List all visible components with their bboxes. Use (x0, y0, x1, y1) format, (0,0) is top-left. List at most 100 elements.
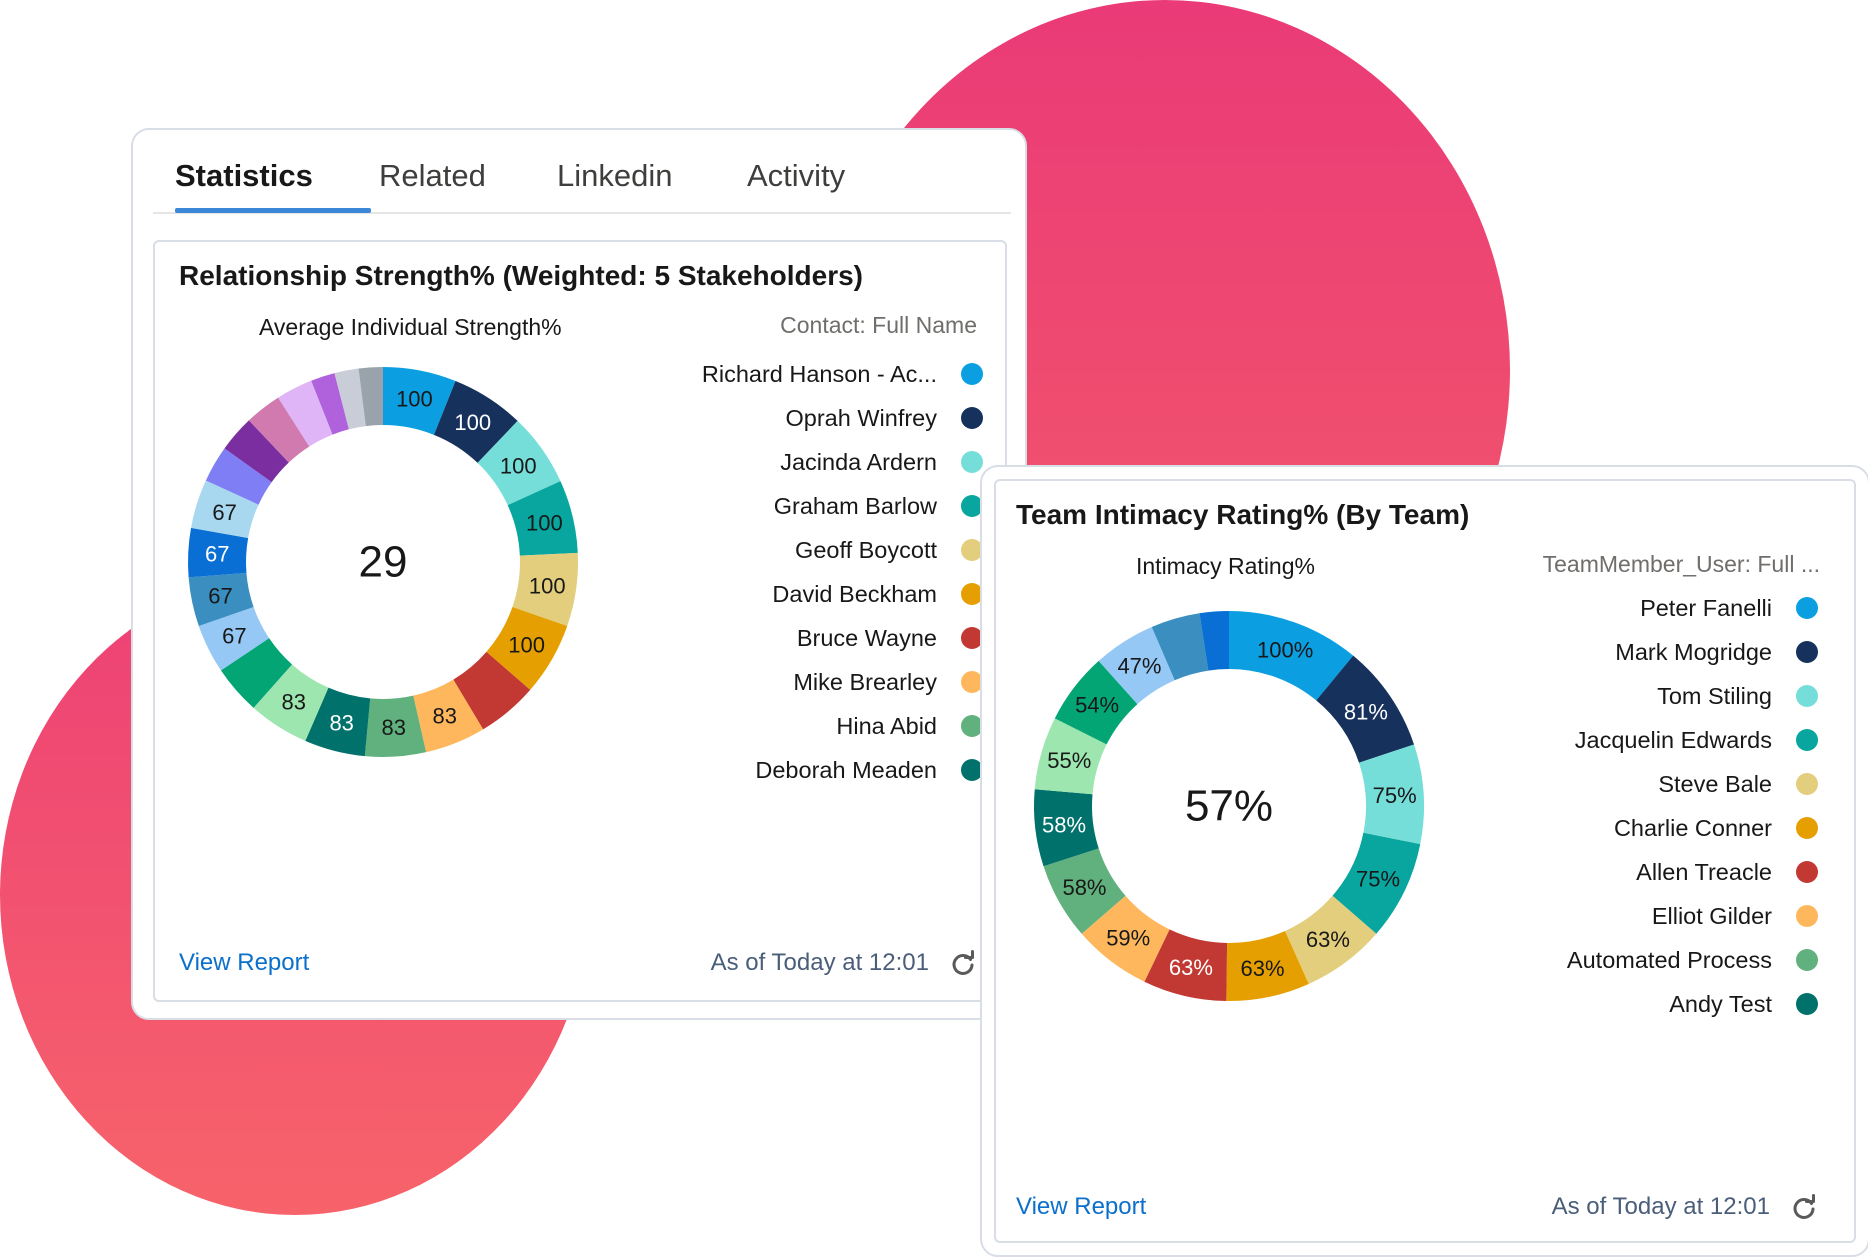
donut-segment[interactable] (311, 373, 349, 435)
segment-label: 83 (281, 689, 305, 714)
donut-segment[interactable] (358, 367, 383, 427)
legend-item[interactable]: Peter Fanelli (1640, 586, 1824, 630)
legend-color-dot (1796, 685, 1818, 707)
donut-segment[interactable] (1034, 718, 1107, 795)
donut-segment[interactable] (1332, 832, 1421, 934)
segment-label: 83 (432, 704, 456, 729)
donut-segment[interactable] (1226, 931, 1309, 1001)
donut-segment[interactable] (188, 572, 254, 626)
legend-item[interactable]: Graham Barlow (774, 484, 989, 528)
donut-segment[interactable] (1144, 929, 1228, 1001)
legend-item[interactable]: Allen Treacle (1636, 850, 1824, 894)
donut-segment[interactable] (1034, 789, 1099, 867)
legend-label: Graham Barlow (773, 492, 937, 519)
legend-color-dot (1796, 861, 1818, 883)
donut-segment[interactable] (191, 480, 259, 538)
legend-item[interactable]: Mark Mogridge (1615, 630, 1824, 674)
legend-color-dot (1796, 817, 1818, 839)
legend-item[interactable]: Jacquelin Edwards (1575, 718, 1824, 762)
donut-segment[interactable] (305, 687, 371, 757)
view-report-link[interactable]: View Report (179, 949, 310, 976)
legend-item[interactable]: Bruce Wayne (797, 616, 989, 660)
donut-segment[interactable] (220, 638, 293, 708)
legend-item[interactable]: Tom Stiling (1657, 674, 1824, 718)
legend-color-dot (961, 583, 983, 605)
donut-segment[interactable] (453, 651, 531, 730)
active-tab-indicator (175, 208, 371, 213)
donut-segment[interactable] (364, 695, 427, 757)
donut-segment[interactable] (334, 368, 366, 430)
donut-segment[interactable] (205, 448, 272, 505)
legend-item[interactable]: Phillip Blue (1656, 1026, 1824, 1037)
donut-segment[interactable] (1151, 613, 1209, 681)
legend-color-dot (961, 539, 983, 561)
donut-segment[interactable] (188, 527, 249, 578)
legend-label: Allen Treacle (1636, 858, 1772, 885)
segment-label: 54% (1075, 693, 1119, 718)
donut-segment[interactable] (507, 481, 578, 556)
donut-segment[interactable] (383, 367, 456, 435)
legend-item[interactable]: Automated Process (1567, 938, 1824, 982)
legend-item[interactable]: Oprah Winfrey (786, 396, 990, 440)
legend-label: Jacquelin Edwards (1574, 726, 1772, 753)
legend-color-dot (961, 451, 983, 473)
legend-item[interactable]: Mike Brearley (793, 660, 989, 704)
legend-item[interactable]: Hina Abid (836, 704, 989, 748)
chart-title: Average Individual Strength% (259, 314, 562, 340)
tab-related[interactable]: Related (379, 158, 486, 210)
donut-segment[interactable] (1229, 611, 1354, 701)
tab-activity[interactable]: Activity (747, 158, 845, 210)
donut-segment[interactable] (253, 664, 329, 741)
donut-segment[interactable] (1285, 895, 1377, 984)
team-intimacy-card: Team Intimacy Rating% (By Team) Intimacy… (980, 465, 1868, 1257)
tab-statistics[interactable]: Statistics (175, 158, 371, 213)
segment-label: 100 (508, 633, 545, 658)
legend: Peter Fanelli Mark Mogridge Tom Stiling Jac… (1404, 586, 1824, 1036)
segment-label: 67 (208, 584, 232, 609)
donut-segment[interactable] (1316, 655, 1415, 763)
legend-label: Andy Test (1669, 990, 1772, 1017)
refresh-icon[interactable] (949, 950, 977, 978)
donut-segment[interactable] (1098, 626, 1175, 705)
legend-color-dot (1796, 597, 1818, 619)
legend-item[interactable]: Elliot Gilder (1652, 894, 1824, 938)
widget-title: Relationship Strength% (Weighted: 5 Stak… (179, 260, 864, 291)
donut-segment[interactable] (278, 380, 333, 447)
legend-item[interactable]: David Beckham (772, 572, 989, 616)
legend-item[interactable]: Jacinda Ardern (780, 440, 989, 484)
legend-item[interactable]: Richard Hanson - Ac... (702, 352, 989, 396)
donut-segment[interactable] (413, 679, 484, 753)
donut-chart[interactable]: 100%81%75%75%63%63%63%59%58%58%55%54%47%… (1014, 591, 1444, 1021)
donut-chart[interactable]: 100 100 100 100 100 100 83 83 83 83 67 67 67 67 29 (183, 362, 583, 762)
donut-segment[interactable] (1081, 895, 1170, 982)
donut-segment[interactable] (248, 397, 310, 463)
donut-segment[interactable] (1358, 744, 1424, 845)
segment-label: 47% (1117, 654, 1161, 679)
donut-segment[interactable] (433, 380, 518, 463)
legend-item[interactable]: Ben Cohen (819, 792, 989, 803)
legend-label: Mark Mogridge (1615, 638, 1772, 665)
donut-segment[interactable] (1199, 611, 1229, 671)
donut-segment[interactable] (486, 606, 568, 690)
view-report-link[interactable]: View Report (1016, 1193, 1147, 1220)
legend-title: TeamMember_User: Full ... (1542, 551, 1820, 577)
tab-linkedin[interactable]: Linkedin (557, 158, 672, 210)
team-intimacy-widget: Team Intimacy Rating% (By Team) Intimacy… (994, 479, 1856, 1243)
donut-segment[interactable] (198, 606, 270, 671)
donut-segment[interactable] (1054, 660, 1138, 745)
donut-segment[interactable] (1043, 848, 1126, 934)
legend-item[interactable]: Andy Test (1669, 982, 1824, 1026)
legend-item[interactable]: Charlie Conner (1614, 806, 1824, 850)
legend-label: Automated Process (1566, 946, 1772, 973)
legend-label: Bruce Wayne (796, 624, 937, 651)
donut-segment[interactable] (224, 420, 289, 483)
legend-label: Ben Cohen (819, 801, 937, 803)
refresh-icon[interactable] (1790, 1194, 1818, 1222)
segment-label: 100 (454, 410, 491, 435)
legend-item[interactable]: Steve Bale (1658, 762, 1824, 806)
donut-segment[interactable] (477, 420, 561, 506)
segment-label: 75% (1356, 867, 1400, 892)
legend-item[interactable]: Geoff Boycott (795, 528, 989, 572)
donut-segment[interactable] (512, 552, 578, 626)
legend-item[interactable]: Deborah Meaden (755, 748, 989, 792)
